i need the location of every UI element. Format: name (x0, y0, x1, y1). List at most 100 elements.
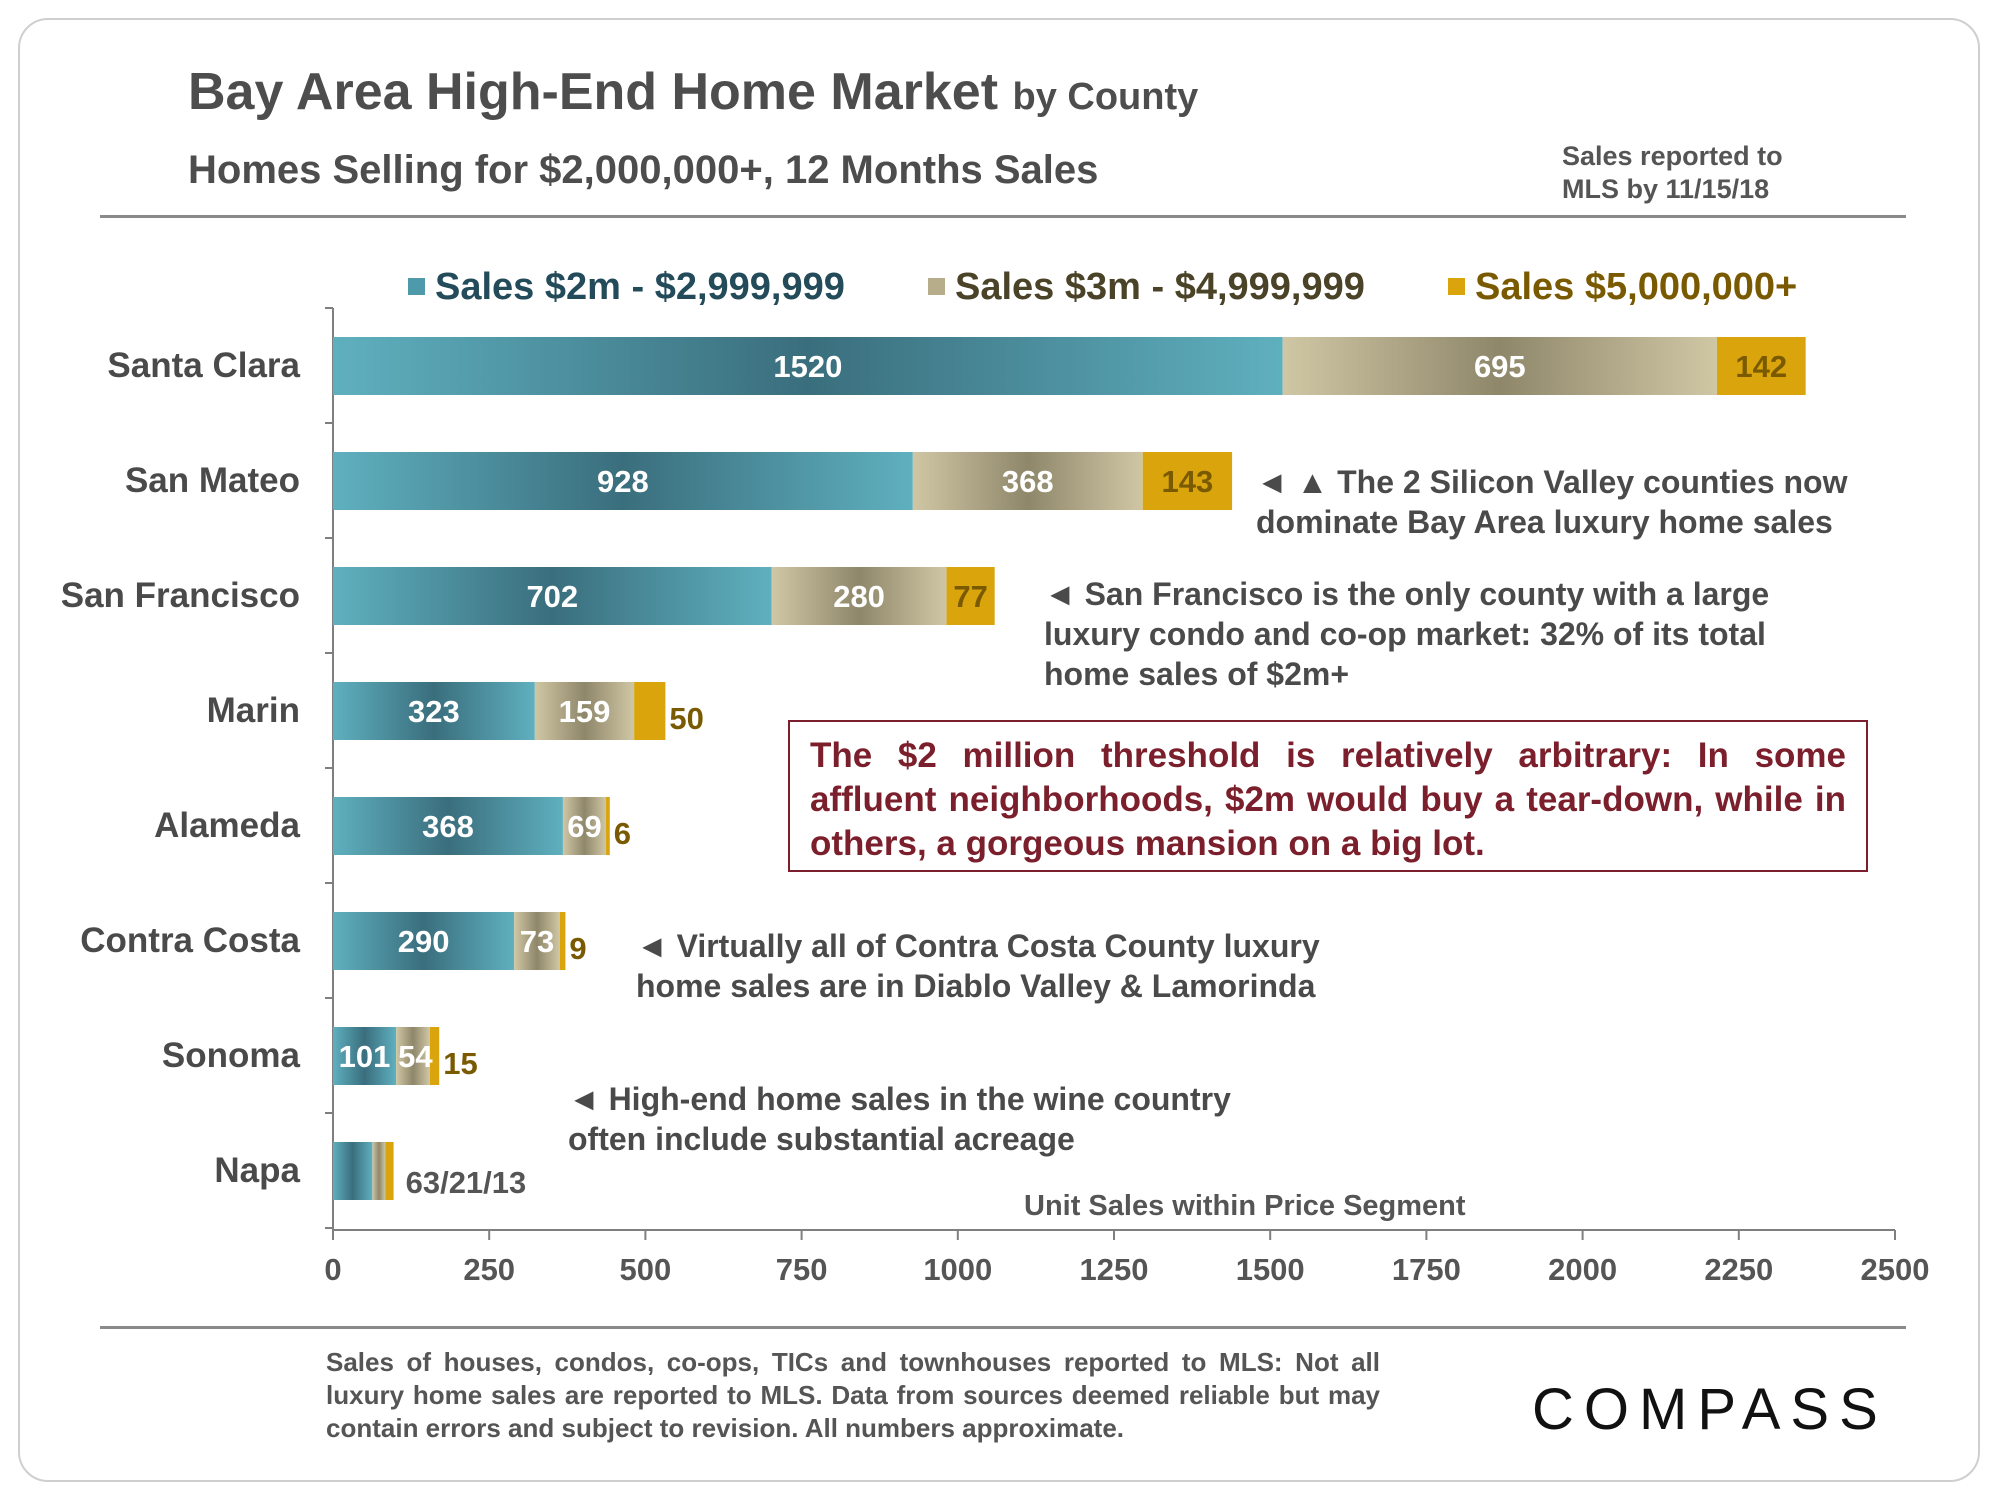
data-label: 702 (526, 579, 578, 614)
note-contra-costa-line-1: ◄ Virtually all of Contra Costa County l… (636, 928, 1320, 964)
note-silicon-valley-line-1: ◄ ▲ The 2 Silicon Valley counties now (1256, 464, 1848, 500)
bar-segment (372, 1142, 386, 1200)
top-rule (100, 215, 1906, 218)
category-label: Marin (207, 691, 300, 730)
category-label: Santa Clara (107, 346, 300, 385)
x-tick-label: 0 (324, 1252, 341, 1287)
footer-disclaimer: Sales of houses, condos, co-ops, TICs an… (326, 1347, 1380, 1443)
data-label: 695 (1474, 349, 1526, 384)
bar-segment (514, 912, 560, 970)
data-label: 928 (597, 464, 649, 499)
data-label: 368 (422, 809, 474, 844)
data-label: 1520 (773, 349, 842, 384)
data-label: 63/21/13 (406, 1165, 527, 1200)
category-label: Contra Costa (80, 921, 300, 960)
bar-segment (429, 1027, 440, 1085)
x-tick-label: 2250 (1704, 1252, 1773, 1287)
x-tick-label: 1500 (1236, 1252, 1305, 1287)
bar-segment (1142, 452, 1233, 510)
reported-note: Sales reported to MLS by 11/15/18 (1562, 140, 1822, 206)
data-label: 54 (398, 1039, 433, 1074)
data-label: 69 (567, 809, 601, 844)
note-contra-costa-line-2: home sales are in Diablo Valley & Lamori… (636, 968, 1316, 1004)
bar-segment (333, 567, 772, 625)
legend-swatch-seg1 (408, 278, 425, 295)
data-label: 280 (833, 579, 885, 614)
category-label: San Mateo (125, 461, 300, 500)
bar-segment (562, 797, 607, 855)
bar-segment (385, 1142, 394, 1200)
bar-segment (634, 682, 666, 740)
data-label: 143 (1162, 464, 1214, 499)
bar-segment (1716, 337, 1806, 395)
chart-title-main: Bay Area High-End Home Market (188, 63, 999, 121)
bar-segment (333, 912, 515, 970)
note-silicon-valley-line-2: dominate Bay Area luxury home sales (1256, 504, 1833, 540)
legend-item-seg2: Sales $3m - $4,999,999 (928, 266, 1365, 309)
x-tick-label: 500 (620, 1252, 672, 1287)
data-label: 73 (520, 924, 554, 959)
compass-logo: COMPASS (1532, 1377, 1888, 1442)
bar-segment (946, 567, 995, 625)
bottom-rule (100, 1326, 1906, 1329)
x-tick-label: 1250 (1080, 1252, 1149, 1287)
note-contra-costa: ◄ Virtually all of Contra Costa County l… (636, 926, 1320, 1006)
note-san-francisco: ◄ San Francisco is the only county with … (1044, 574, 1769, 694)
legend-label-seg1: Sales $2m - $2,999,999 (435, 266, 845, 308)
x-tick-label: 2000 (1548, 1252, 1617, 1287)
threshold-callout: The $2 million threshold is relatively a… (788, 720, 1868, 872)
legend-label-seg3: Sales $5,000,000+ (1475, 266, 1798, 308)
data-label: 15 (443, 1046, 477, 1081)
x-tick-label: 250 (463, 1252, 515, 1287)
note-san-francisco-line-2: luxury condo and co-op market: 32% of it… (1044, 616, 1766, 652)
bar-segment (333, 797, 563, 855)
chart-frame (18, 18, 1980, 1482)
category-label: Sonoma (162, 1036, 301, 1075)
x-axis-label: Unit Sales within Price Segment (1024, 1190, 1466, 1222)
bar-segment (396, 1027, 430, 1085)
legend-swatch-seg3 (1448, 278, 1465, 295)
x-tick-label: 1750 (1392, 1252, 1461, 1287)
chart-subtitle: Homes Selling for $2,000,000+, 12 Months… (188, 148, 1099, 192)
note-san-francisco-line-1: ◄ San Francisco is the only county with … (1044, 576, 1770, 612)
note-wine-country: ◄ High-end home sales in the wine countr… (568, 1079, 1231, 1159)
reported-line-1: Sales reported to (1562, 141, 1783, 171)
bar-segment (333, 1027, 397, 1085)
legend-item-seg3: Sales $5,000,000+ (1448, 266, 1797, 309)
data-label: 290 (398, 924, 450, 959)
category-label: San Francisco (61, 576, 300, 615)
legend-item-seg1: Sales $2m - $2,999,999 (408, 266, 845, 309)
bar-segment (606, 797, 610, 855)
data-label: 50 (669, 701, 703, 736)
data-label: 368 (1002, 464, 1054, 499)
bar-segment (534, 682, 635, 740)
note-wine-country-line-2: often include substantial acreage (568, 1121, 1075, 1157)
legend-label-seg2: Sales $3m - $4,999,999 (955, 266, 1365, 308)
data-label: 101 (339, 1039, 391, 1074)
chart-title-suffix: by County (1012, 76, 1199, 118)
x-tick-label: 1000 (923, 1252, 992, 1287)
x-tick-label: 2500 (1861, 1252, 1930, 1287)
category-label: Alameda (154, 806, 300, 845)
data-label: 142 (1735, 349, 1787, 384)
bar-segment (333, 682, 535, 740)
bar-segment (333, 1142, 373, 1200)
bar-segment (1282, 337, 1717, 395)
bar-segment (771, 567, 947, 625)
bar-segment (559, 912, 566, 970)
note-san-francisco-line-3: home sales of $2m+ (1044, 656, 1350, 692)
x-tick-label: 750 (776, 1252, 828, 1287)
bar-segment (333, 337, 1283, 395)
note-silicon-valley: ◄ ▲ The 2 Silicon Valley counties now do… (1256, 462, 1847, 542)
bar-segment (912, 452, 1143, 510)
note-wine-country-line-1: ◄ High-end home sales in the wine countr… (568, 1081, 1231, 1117)
data-label: 77 (953, 579, 987, 614)
data-label: 9 (569, 931, 586, 966)
data-label: 6 (614, 816, 631, 851)
data-label: 159 (559, 694, 611, 729)
reported-line-2: MLS by 11/15/18 (1562, 174, 1770, 204)
category-label: Napa (214, 1151, 300, 1190)
bar-segment (333, 452, 913, 510)
data-label: 323 (408, 694, 460, 729)
